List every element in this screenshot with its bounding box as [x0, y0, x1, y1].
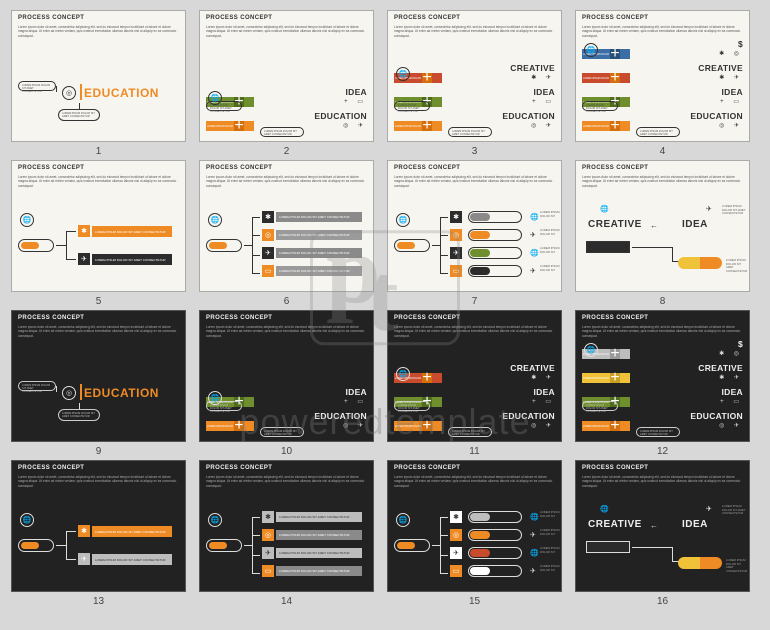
slide-thumb-4[interactable]: PROCESS CONCEPTLorem ipsum dolor sit ame…: [575, 10, 750, 142]
slide-thumb-2[interactable]: PROCESS CONCEPTLorem ipsum dolor sit ame…: [199, 10, 374, 142]
slide-number: 6: [199, 296, 374, 307]
slide-number: 3: [387, 146, 562, 157]
slide-number: 13: [11, 596, 186, 607]
slide-number: 8: [575, 296, 750, 307]
slide-number: 16: [575, 596, 750, 607]
slide-thumb-9[interactable]: PROCESS CONCEPTLorem ipsum dolor sit ame…: [11, 310, 186, 442]
slide-number: 5: [11, 296, 186, 307]
slide-thumb-15[interactable]: PROCESS CONCEPTLorem ipsum dolor sit ame…: [387, 460, 562, 592]
slide-thumb-11[interactable]: PROCESS CONCEPTLorem ipsum dolor sit ame…: [387, 310, 562, 442]
slide-number: 4: [575, 146, 750, 157]
slide-number: 10: [199, 446, 374, 457]
slide-number: 7: [387, 296, 562, 307]
slide-thumb-3[interactable]: PROCESS CONCEPTLorem ipsum dolor sit ame…: [387, 10, 562, 142]
slide-number: 12: [575, 446, 750, 457]
slide-number: 15: [387, 596, 562, 607]
template-gallery-grid: PROCESS CONCEPTLorem ipsum dolor sit ame…: [0, 0, 770, 602]
slide-number: 2: [199, 146, 374, 157]
slide-thumb-1[interactable]: PROCESS CONCEPTLorem ipsum dolor sit ame…: [11, 10, 186, 142]
slide-thumb-14[interactable]: PROCESS CONCEPTLorem ipsum dolor sit ame…: [199, 460, 374, 592]
slide-thumb-8[interactable]: PROCESS CONCEPTLorem ipsum dolor sit ame…: [575, 160, 750, 292]
slide-number: 9: [11, 446, 186, 457]
slide-thumb-6[interactable]: PROCESS CONCEPTLorem ipsum dolor sit ame…: [199, 160, 374, 292]
slide-thumb-12[interactable]: PROCESS CONCEPTLorem ipsum dolor sit ame…: [575, 310, 750, 442]
slide-thumb-13[interactable]: PROCESS CONCEPTLorem ipsum dolor sit ame…: [11, 460, 186, 592]
slide-thumb-5[interactable]: PROCESS CONCEPTLorem ipsum dolor sit ame…: [11, 160, 186, 292]
slide-number: 11: [387, 446, 562, 457]
slide-thumb-7[interactable]: PROCESS CONCEPTLorem ipsum dolor sit ame…: [387, 160, 562, 292]
slide-number: 14: [199, 596, 374, 607]
slide-number: 1: [11, 146, 186, 157]
slide-thumb-10[interactable]: PROCESS CONCEPTLorem ipsum dolor sit ame…: [199, 310, 374, 442]
slide-thumb-16[interactable]: PROCESS CONCEPTLorem ipsum dolor sit ame…: [575, 460, 750, 592]
